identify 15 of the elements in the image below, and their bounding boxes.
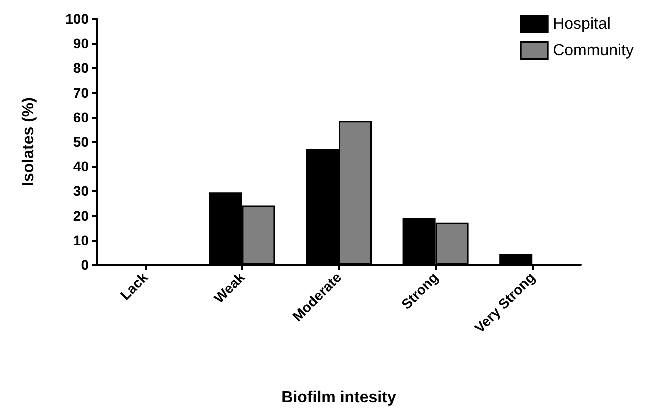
y-tick-label: 90	[73, 36, 90, 52]
y-tick-label: 70	[73, 84, 90, 101]
y-tick-label: 10	[73, 232, 90, 248]
y-tick-label: 40	[73, 158, 90, 175]
y-tick-label: 80	[73, 60, 90, 76]
y-tick-label: 100	[66, 11, 90, 27]
y-tick-label: 50	[73, 134, 90, 150]
y-tick-label: 60	[73, 109, 90, 126]
y-axis-title: Isolates (%)	[20, 98, 38, 186]
y-tick-label: 0	[81, 257, 90, 273]
x-axis-title: Biofilm intesity	[282, 390, 396, 406]
y-tick-label: 20	[73, 208, 90, 224]
y-tick-label: 30	[73, 183, 90, 200]
legend-label: Community	[553, 42, 634, 60]
legend-label: Hospital	[553, 16, 611, 33]
